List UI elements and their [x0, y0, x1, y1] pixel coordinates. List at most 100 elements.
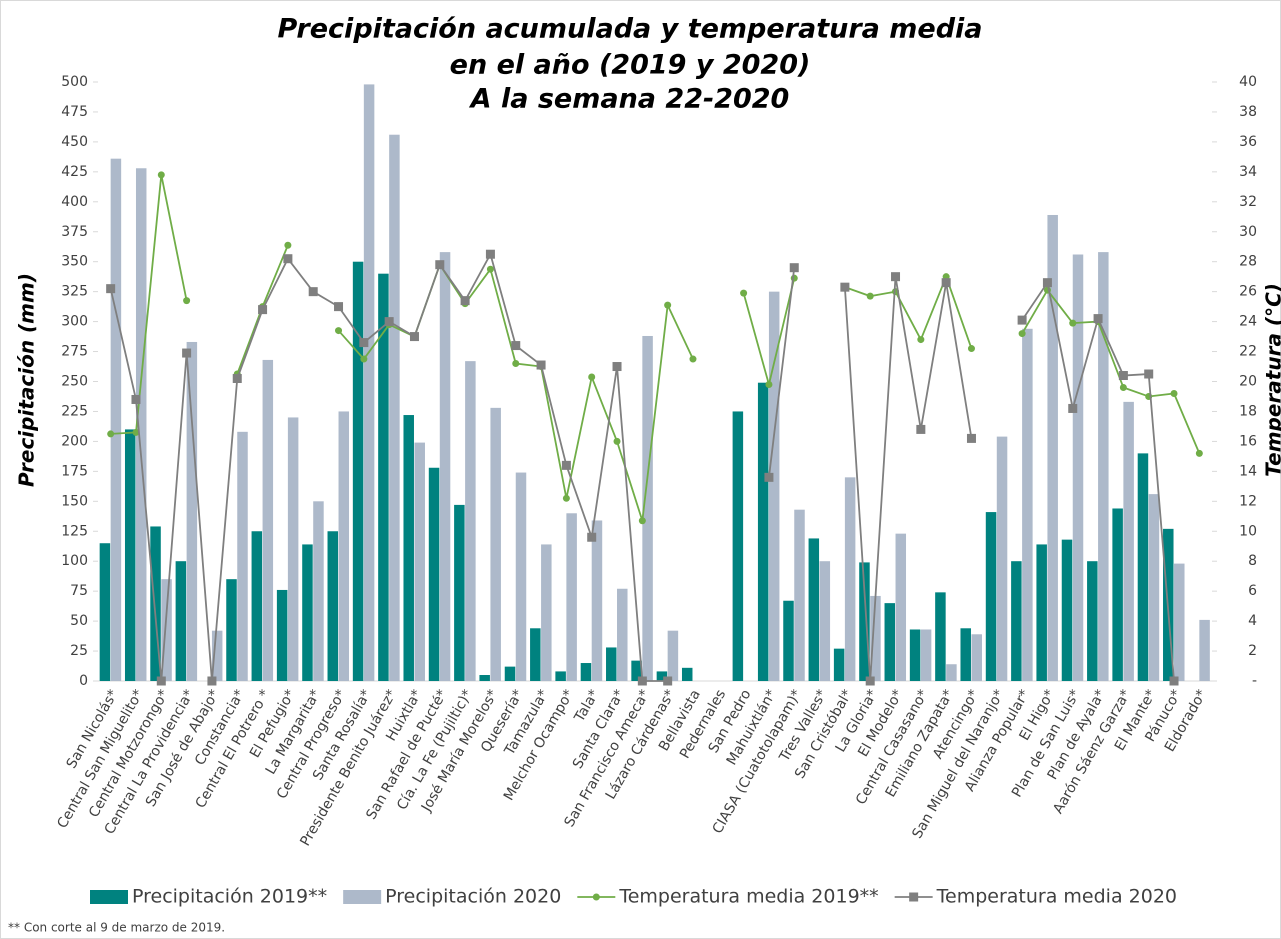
marker [740, 289, 748, 297]
bar [186, 341, 198, 681]
bar [681, 667, 693, 681]
y2-tick-label: 38 [1239, 104, 1257, 120]
marker [182, 348, 192, 358]
marker [663, 676, 673, 686]
marker [512, 360, 520, 368]
marker [460, 296, 470, 306]
bar [439, 252, 451, 681]
bar [479, 675, 490, 681]
bar [591, 520, 603, 681]
bar [833, 648, 845, 681]
bar [541, 544, 552, 681]
bar [302, 544, 313, 681]
marker [866, 292, 874, 300]
bar [403, 415, 414, 681]
bar [414, 442, 425, 681]
bar [606, 647, 617, 681]
marker [588, 373, 596, 381]
bar [504, 666, 516, 681]
marker [966, 433, 976, 443]
bar [352, 261, 364, 681]
bar [530, 628, 541, 681]
y2-tick-label: - [1252, 673, 1257, 689]
bar [327, 531, 339, 681]
bar [465, 361, 476, 681]
y2-tick-label: 8 [1248, 553, 1257, 569]
legend-swatch [909, 892, 919, 902]
bar [515, 472, 527, 681]
bar [946, 664, 957, 681]
bar [642, 335, 653, 681]
y2-tick-label: 10 [1239, 523, 1257, 539]
bar [1148, 494, 1160, 681]
marker [789, 263, 799, 273]
y-tick-label: 425 [61, 164, 88, 180]
marker [284, 241, 292, 249]
bar [175, 561, 187, 681]
y-tick-label: 500 [61, 74, 88, 90]
marker [308, 287, 318, 297]
y2-tick-label: 28 [1239, 254, 1257, 270]
bar [1112, 508, 1123, 681]
marker [207, 676, 217, 686]
bar [287, 417, 299, 681]
marker [562, 494, 570, 502]
marker [1068, 403, 1078, 413]
marker [612, 362, 622, 372]
marker [865, 676, 875, 686]
bar [211, 630, 223, 681]
marker [1119, 383, 1127, 391]
marker [765, 380, 773, 388]
bar [1036, 544, 1047, 681]
bar [1137, 453, 1149, 681]
bar [124, 429, 136, 681]
bar [313, 501, 324, 681]
bar [1022, 328, 1033, 681]
marker [1169, 676, 1179, 686]
bar [732, 411, 744, 681]
y2-tick-label: 34 [1239, 164, 1257, 180]
marker [283, 254, 293, 264]
y2-tick-label: 16 [1239, 433, 1257, 449]
marker [409, 332, 419, 342]
bar [844, 477, 856, 681]
marker [360, 355, 368, 363]
marker [1042, 278, 1052, 288]
y2-tick-label: 6 [1248, 583, 1257, 599]
marker [1118, 371, 1128, 381]
bar [110, 158, 122, 681]
bar [960, 628, 971, 681]
y-tick-label: 400 [61, 194, 88, 210]
bar [1011, 561, 1022, 681]
y-tick-label: 475 [61, 104, 88, 120]
y-tick-label: 25 [70, 643, 88, 659]
bar [378, 273, 389, 681]
bar [338, 411, 350, 681]
y2-tick-label: 20 [1239, 374, 1257, 390]
bar [667, 630, 679, 681]
marker [689, 355, 697, 363]
marker [917, 336, 925, 344]
bar [251, 531, 263, 681]
marker [435, 260, 445, 270]
bar [656, 671, 668, 681]
marker [485, 249, 495, 259]
bar [1098, 252, 1109, 681]
marker [764, 472, 774, 482]
marker [1144, 369, 1154, 379]
chart-title: en el año (2019 y 2020) [450, 50, 811, 81]
legend-swatch [592, 893, 600, 901]
bar [1072, 254, 1084, 681]
bar [161, 579, 172, 681]
y2-tick-label: 2 [1248, 643, 1257, 659]
y2-tick-label: 14 [1239, 463, 1257, 479]
marker [511, 341, 521, 351]
marker [359, 338, 369, 348]
bar [566, 513, 577, 681]
bar [262, 359, 274, 681]
bar [808, 538, 820, 681]
y-tick-label: 275 [61, 344, 88, 360]
marker [637, 676, 647, 686]
y-tick-label: 125 [61, 523, 88, 539]
y2-tick-label: 30 [1239, 224, 1257, 240]
